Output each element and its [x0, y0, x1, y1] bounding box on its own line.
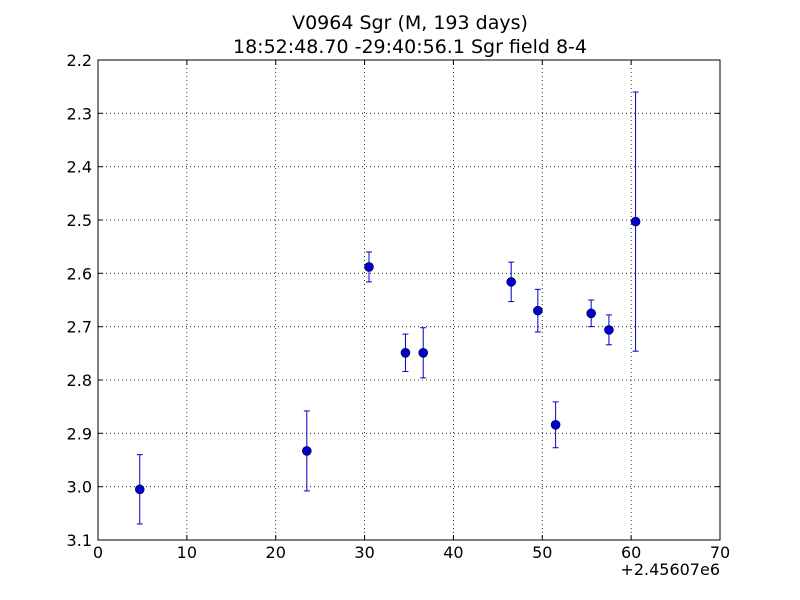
data-point [604, 325, 614, 335]
y-tick-label: 2.6 [67, 264, 92, 283]
x-tick-label: 10 [177, 543, 197, 562]
chart-title-line2: 18:52:48.70 -29:40:56.1 Sgr field 8-4 [233, 36, 587, 58]
y-tick-label: 2.4 [67, 158, 92, 177]
x-tick-label: 20 [266, 543, 286, 562]
data-point [630, 216, 641, 227]
y-tick-label: 2.8 [67, 371, 92, 390]
y-tick-label: 2.9 [67, 424, 92, 443]
tick-layer: 0 10 20 30 40 50 60 70 2.2 2.3 2.4 2.5 2.6 2.7 2.8 2.9 3… [67, 51, 731, 562]
y-tick-label: 3.0 [67, 478, 92, 497]
x-offset-label: +2.45607e6 [620, 560, 720, 579]
data-point [418, 347, 429, 358]
x-tick-label: 50 [532, 543, 552, 562]
data-layer [134, 91, 641, 525]
data-point [400, 347, 411, 358]
y-tick-label: 2.7 [67, 318, 92, 337]
data-point [533, 305, 543, 316]
x-tick-label: 70 [710, 543, 730, 562]
x-tick-label: 0 [93, 543, 103, 562]
x-tick-label: 60 [621, 543, 641, 562]
x-tick-label: 30 [354, 543, 374, 562]
grid-layer [98, 60, 720, 540]
data-point [302, 446, 312, 456]
plot-frame [97, 59, 721, 541]
data-point [506, 277, 516, 287]
y-tick-label: 2.5 [67, 211, 92, 230]
y-tick-label: 2.2 [67, 51, 92, 70]
y-tick-label: 3.1 [67, 531, 92, 550]
chart-title-line1: V0964 Sgr (M, 193 days) [292, 12, 528, 34]
data-point [364, 262, 374, 272]
data-point [586, 308, 596, 319]
data-point [550, 419, 561, 430]
data-point [134, 484, 145, 495]
x-tick-label: 40 [443, 543, 463, 562]
y-tick-label: 2.3 [67, 104, 92, 123]
